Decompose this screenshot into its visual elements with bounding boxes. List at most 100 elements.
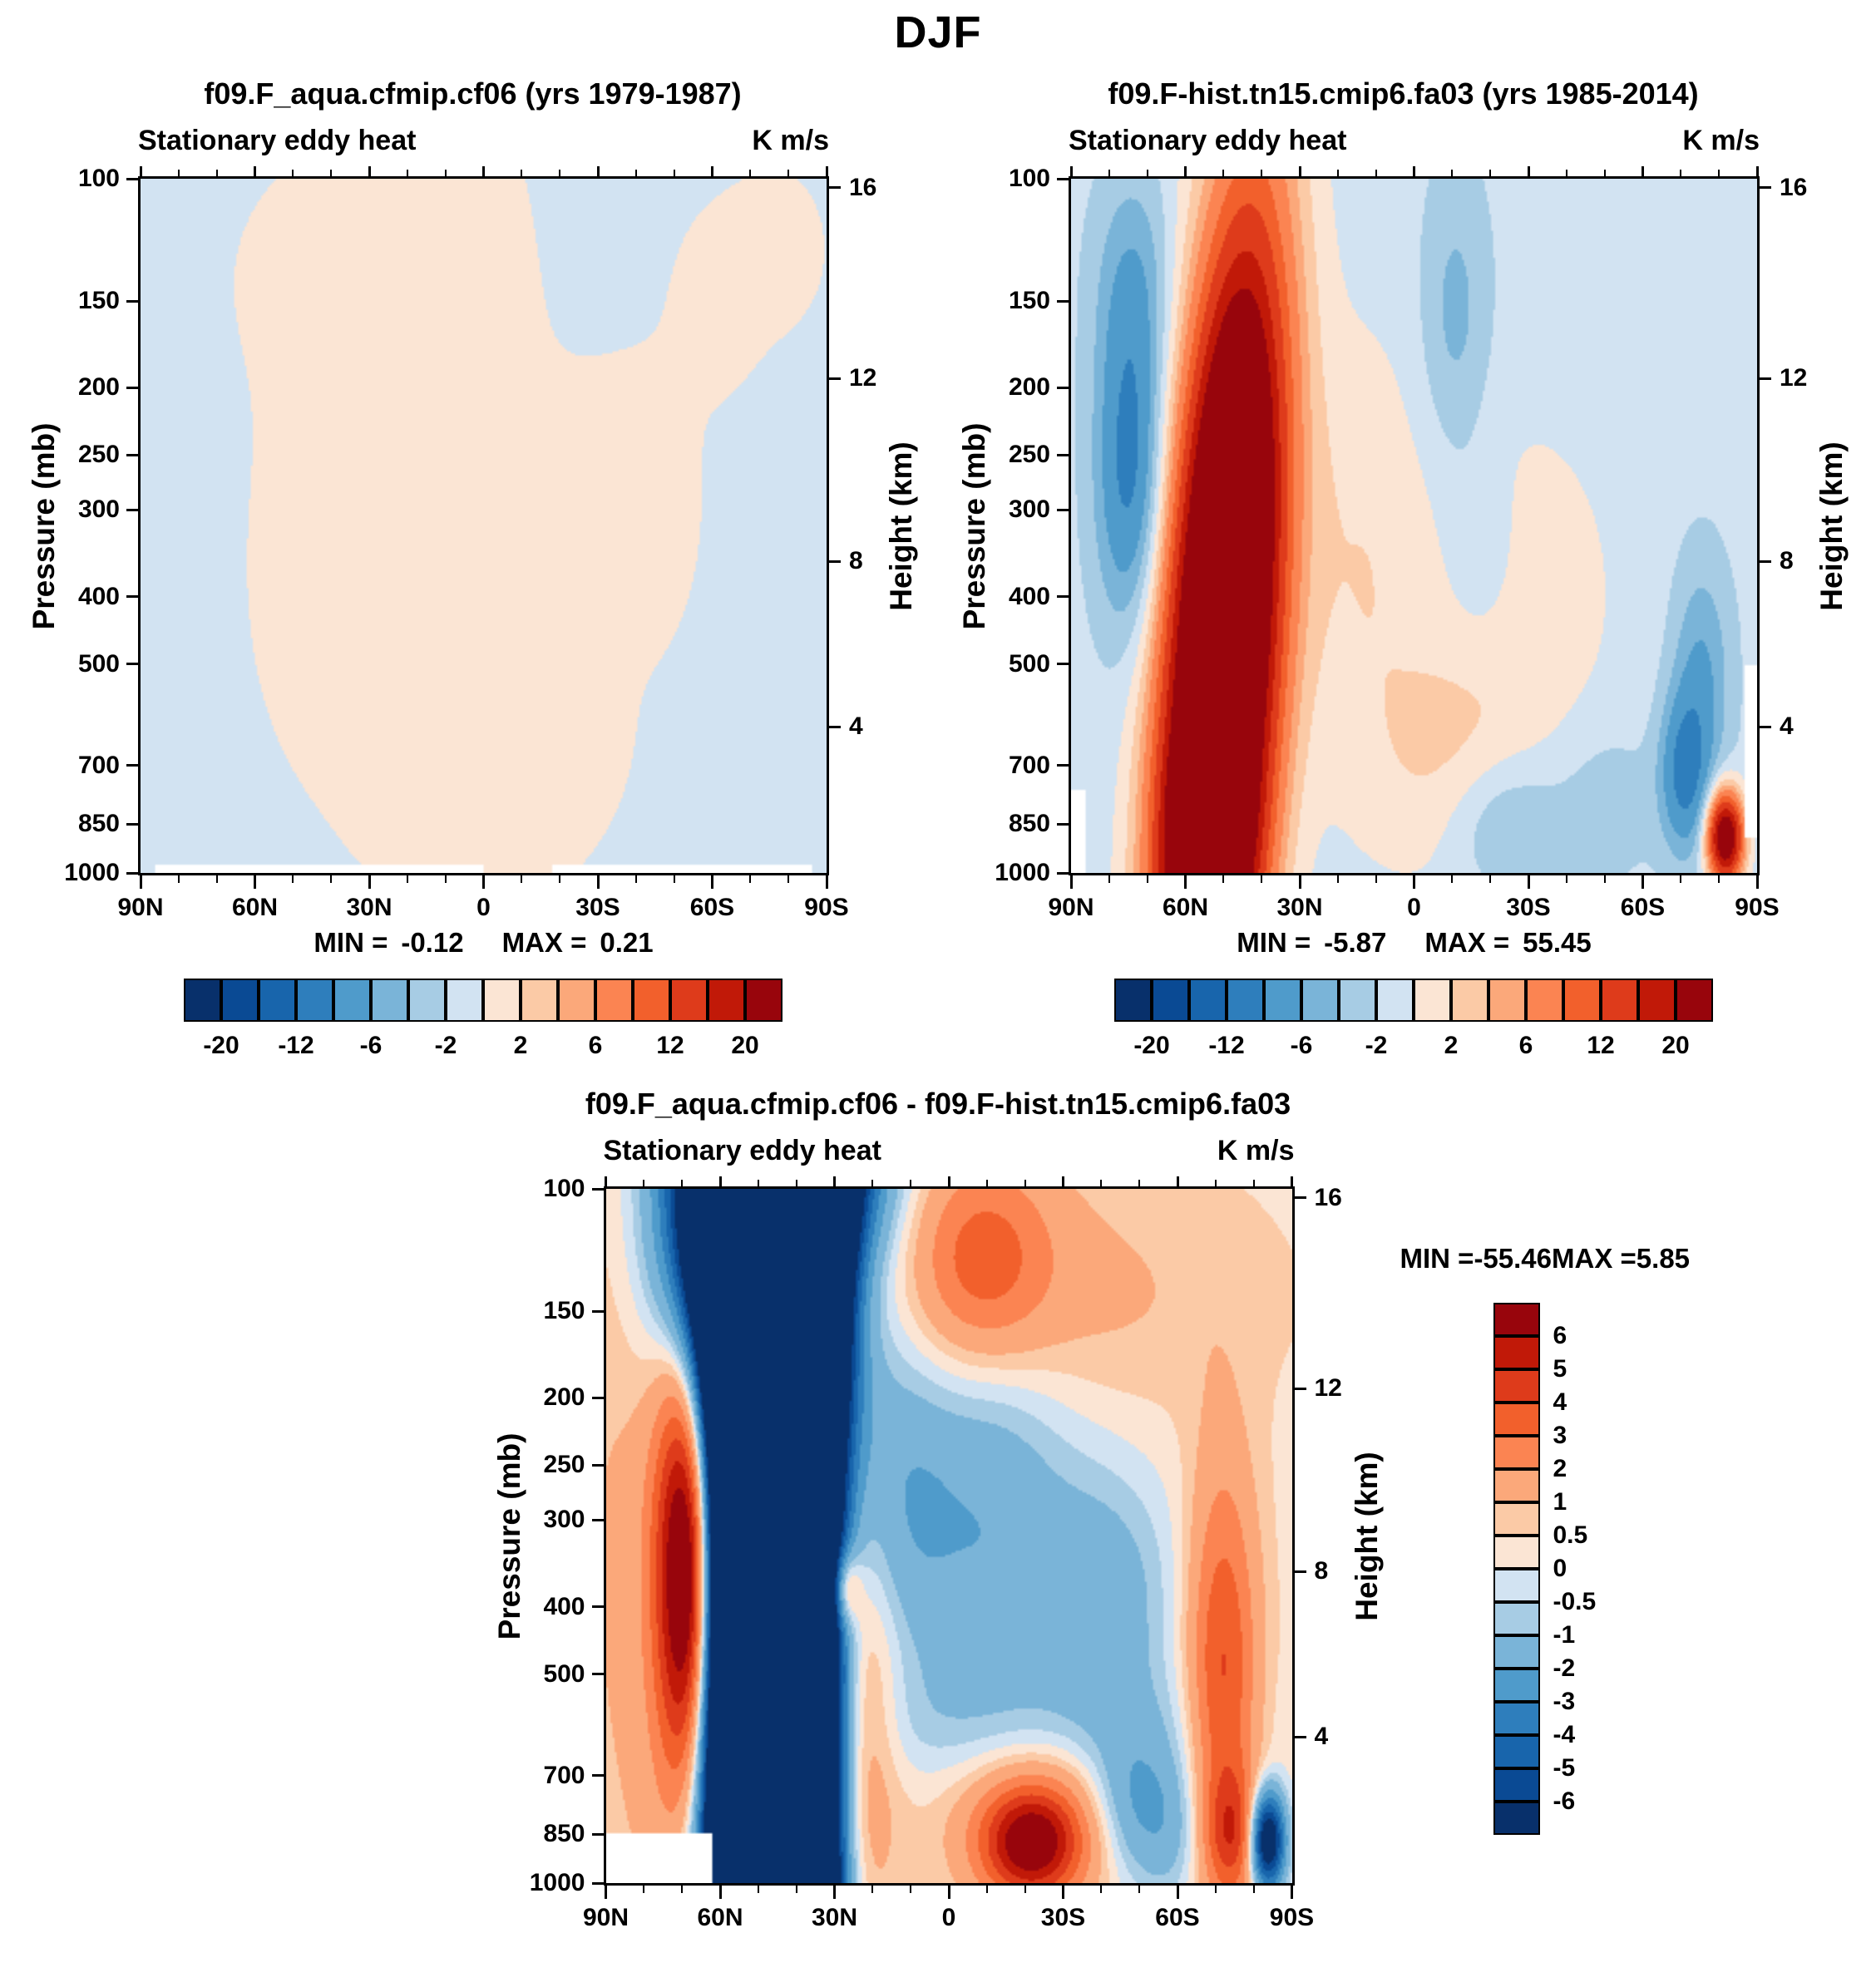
lat-tick-label: 90N	[117, 894, 164, 921]
contour-canvas	[141, 179, 827, 873]
colorbar-swatch	[296, 979, 333, 1022]
lat-top-tick-mark	[643, 1180, 645, 1186]
lat-tick-mark	[910, 1886, 912, 1893]
colorbar-tick-label: -6	[359, 1032, 383, 1059]
colorbar-tick-label: -6	[1553, 1787, 1576, 1815]
colorbar-swatch	[1301, 979, 1339, 1022]
lat-tick-label: 90N	[582, 1904, 629, 1931]
lat-axis-top-ticks	[604, 1174, 1295, 1186]
colorbar-tick-label: 12	[1587, 1032, 1615, 1059]
lat-tick-mark	[673, 875, 675, 883]
lat-tick-mark	[795, 1886, 797, 1893]
lat-tick-label: 90S	[1269, 1904, 1315, 1931]
pressure-axis-label: Pressure (mb)	[491, 1432, 526, 1639]
pressure-tick-label: 700	[543, 1761, 585, 1789]
plot-row: Pressure (mb) 100 150 200 250 300 400 500 700 85…	[487, 1175, 1390, 1896]
lat-top-tick-mark	[596, 166, 600, 176]
colorbar-swatch	[1189, 979, 1227, 1022]
lat-tick-mark	[1489, 875, 1492, 883]
lat-top-tick-mark	[1680, 170, 1682, 176]
lat-tick-mark	[444, 875, 447, 883]
pressure-tick-label: 300	[77, 496, 120, 524]
pressure-tick-mark	[1057, 299, 1069, 303]
contour-canvas	[605, 1189, 1292, 1883]
pressure-tick-mark	[126, 663, 138, 666]
height-tick-label: 8	[849, 547, 863, 575]
lat-tick-mark	[1261, 875, 1263, 883]
colorbar-swatch	[558, 979, 595, 1022]
colorbar-tick-label: -20	[203, 1032, 239, 1059]
units-label: K m/s	[752, 125, 829, 156]
lat-tick-mark	[1336, 875, 1339, 883]
lat-tick-label: 60S	[689, 894, 735, 921]
lat-tick-mark	[1100, 1886, 1103, 1893]
pressure-tick-label: 400	[543, 1592, 585, 1620]
colorbar-hist: -20 -12 -6 -2 2 6 12 20	[1114, 979, 1717, 1065]
contour-plot-hist	[1069, 176, 1760, 875]
lat-top-tick-mark	[1062, 1176, 1064, 1186]
pressure-tick-label: 850	[1008, 810, 1050, 838]
lat-tick-mark	[292, 875, 294, 883]
height-tick-label: 16	[1314, 1183, 1342, 1211]
pressure-tick-mark	[1057, 764, 1069, 767]
lat-top-tick-mark	[1146, 170, 1148, 176]
lat-tick-mark	[1214, 1886, 1217, 1893]
colorbar-tick-label: -20	[1133, 1032, 1170, 1059]
pressure-tick-mark	[1057, 386, 1069, 389]
lat-tick-mark	[1146, 875, 1148, 883]
lat-top-tick-mark	[292, 170, 294, 176]
lat-top-tick-mark	[749, 170, 752, 176]
colorbar-swatch	[1493, 1369, 1540, 1403]
pressure-tick-mark	[1057, 508, 1069, 511]
lat-tick-label: 0	[1407, 894, 1421, 921]
minmax-readout-aqua: MIN = -0.12 MAX = 0.21	[313, 927, 654, 958]
lat-tick-label: 90S	[804, 894, 849, 921]
colorbar-swatch	[483, 979, 521, 1022]
lat-tick-label: 30N	[346, 894, 392, 921]
lat-tick-mark	[871, 1886, 874, 1893]
pressure-tick-label: 500	[543, 1659, 585, 1688]
pressure-tick-label: 1000	[529, 1869, 585, 1896]
height-tick-mark	[1294, 1570, 1306, 1573]
lat-tick-mark	[1680, 875, 1682, 883]
lat-top-tick-mark	[1138, 1180, 1141, 1186]
colorbar-tick-label: 2	[513, 1032, 528, 1059]
lat-top-tick-mark	[1069, 166, 1073, 176]
pressure-tick-label: 150	[1008, 287, 1050, 315]
contour-plot-diff	[603, 1186, 1295, 1886]
lat-tick-mark	[1062, 1886, 1064, 1899]
colorbar-swatch	[1493, 1436, 1540, 1469]
height-tick-label: 16	[849, 173, 877, 201]
height-tick-mark	[1294, 1387, 1306, 1390]
pressure-tick-mark	[591, 1396, 604, 1399]
height-tick-label: 12	[1314, 1374, 1342, 1403]
colorbar-swatch	[1227, 979, 1264, 1022]
lat-axis-ticks: 90N 60N 30N 0 30S 60S 90S	[583, 1886, 1314, 1935]
lat-tick-mark	[1642, 875, 1644, 889]
pressure-tick-mark	[126, 764, 138, 767]
height-tick-label: 16	[1780, 173, 1808, 201]
colorbar-swatch	[1493, 1536, 1540, 1569]
height-tick-label: 4	[1314, 1723, 1329, 1751]
lat-top-tick-mark	[1642, 166, 1644, 176]
lat-top-tick-mark	[1100, 1180, 1103, 1186]
colorbar-tick-label: 0.5	[1553, 1521, 1588, 1549]
pressure-tick-label: 500	[77, 649, 120, 678]
lat-top-tick-mark	[1176, 1176, 1179, 1186]
lat-tick-mark	[1718, 875, 1720, 883]
lat-tick-mark	[1451, 875, 1454, 883]
lat-tick-mark	[1527, 875, 1530, 889]
colorbar-swatch	[1493, 1735, 1540, 1768]
lat-top-tick-mark	[1222, 170, 1225, 176]
lat-top-tick-mark	[711, 166, 713, 176]
field-label: Stationary eddy heat	[138, 125, 417, 156]
pressure-tick-label: 250	[543, 1451, 585, 1479]
colorbar-swatch	[1339, 979, 1376, 1022]
colorbar-swatch	[221, 979, 259, 1022]
height-tick-label: 4	[849, 712, 863, 741]
lat-tick-mark	[605, 1886, 607, 1899]
colorbar-tick-label: 2	[1444, 1032, 1459, 1059]
pressure-tick-mark	[591, 1309, 604, 1313]
pressure-tick-mark	[126, 386, 138, 389]
lat-top-tick-mark	[1718, 170, 1720, 176]
